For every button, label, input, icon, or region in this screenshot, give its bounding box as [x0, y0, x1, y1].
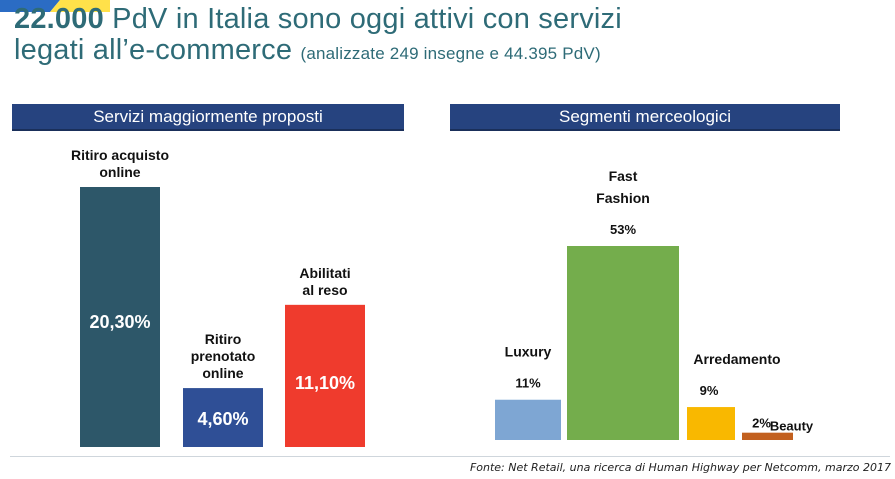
segment-category-label: Beauty — [770, 419, 814, 434]
accent-blue-stripe — [0, 0, 60, 12]
segment-category-label: Luxury — [505, 344, 552, 360]
segment-value-label: 2% — [752, 416, 771, 431]
segment-value-label: 53% — [610, 222, 636, 237]
segment-category-label: Fast — [609, 168, 638, 184]
corner-accent-graphic — [0, 0, 110, 12]
services-bar — [183, 388, 263, 447]
page-subtitle: (analizzate 249 insegne e 44.395 PdV) — [300, 44, 601, 63]
services-value-label: 20,30% — [89, 312, 150, 332]
services-category-label: Ritiro — [205, 331, 242, 347]
page-title: 22.000 PdV in Italia sono oggi attivi co… — [14, 4, 774, 69]
title-highlight: 22.000 — [14, 3, 104, 35]
services-bar — [80, 187, 160, 447]
segment-bar — [567, 246, 679, 440]
segment-category-label: Arredamento — [693, 351, 780, 367]
baseline-divider — [10, 456, 890, 457]
services-category-label: Abilitati — [299, 265, 350, 281]
services-category-label: al reso — [302, 282, 347, 298]
segment-value-label: 11% — [515, 376, 541, 391]
services-value-label: 4,60% — [197, 409, 248, 429]
segment-bar — [495, 399, 561, 440]
segment-value-label: 9% — [700, 383, 719, 398]
services-panel-header: Servizi maggiormente proposti — [12, 104, 404, 131]
segment-category-label: Fashion — [596, 190, 650, 206]
services-bar — [285, 304, 365, 447]
segment-bar — [742, 432, 793, 440]
segments-panel-header: Segmenti merceologici — [450, 104, 840, 131]
title-text: PdV in Italia sono oggi attivi con servi… — [103, 3, 622, 35]
segment-bar — [687, 407, 735, 440]
accent-yellow-stripe — [50, 0, 110, 12]
services-category-label: online — [202, 365, 243, 381]
services-category-label: Ritiro acquisto — [71, 147, 169, 163]
title-line2: legati all’e-commerce — [14, 34, 293, 66]
services-category-label: prenotato — [191, 348, 256, 364]
services-value-label: 11,10% — [295, 373, 355, 393]
source-note: Fonte: Net Retail, una ricerca di Human … — [469, 461, 891, 474]
services-category-label: online — [99, 164, 140, 180]
